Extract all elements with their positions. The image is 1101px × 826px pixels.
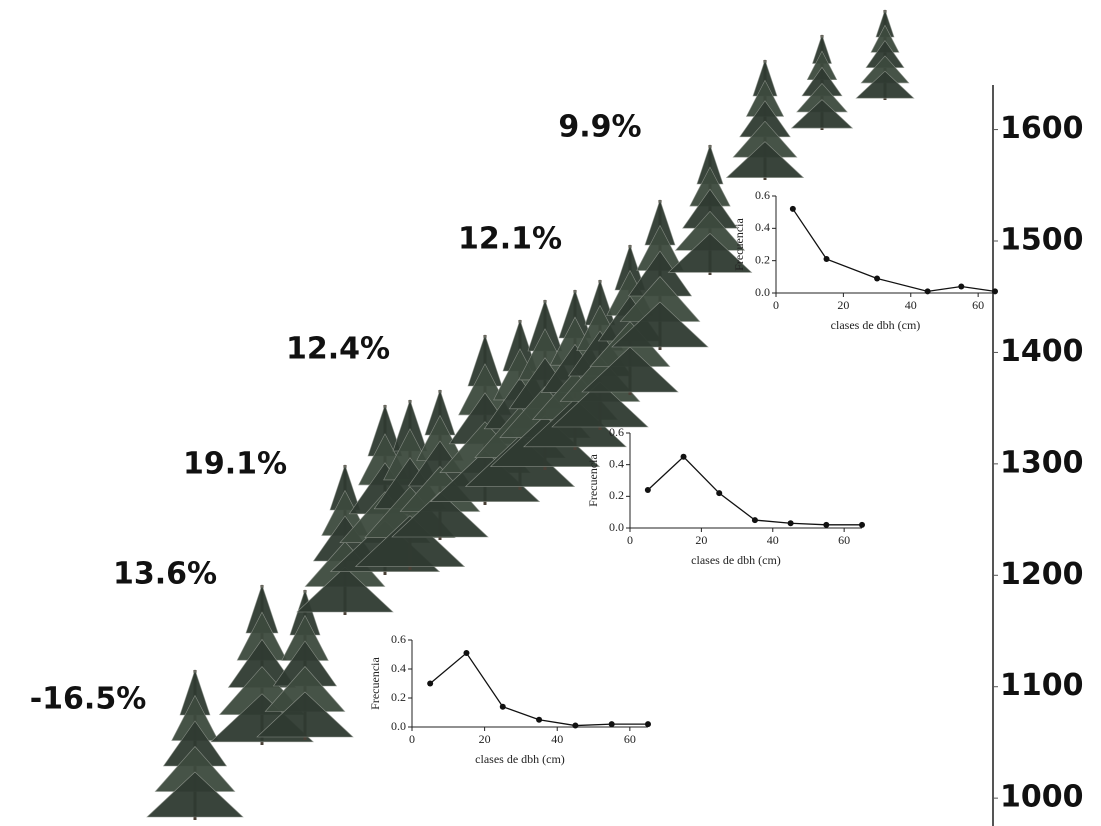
data-point [427, 681, 433, 687]
y-tick-label: 0.0 [391, 719, 406, 733]
percent-label: 12.4% [286, 332, 390, 367]
data-point [752, 517, 758, 523]
y-tick-label: 0.4 [609, 456, 624, 470]
x-tick-label: 0 [773, 298, 779, 312]
x-tick-label: 40 [905, 298, 917, 312]
percent-label: 12.1% [458, 222, 562, 257]
x-axis-label: clases de dbh (cm) [831, 318, 921, 332]
data-point [536, 717, 542, 723]
tree-illustration [147, 10, 914, 820]
elevation-tick-label: 1100 [1000, 668, 1084, 703]
x-axis-label: clases de dbh (cm) [691, 553, 781, 567]
data-point [874, 275, 880, 281]
elevation-tick-label: 1300 [1000, 445, 1084, 480]
elevation-tick-label: 1500 [1000, 223, 1084, 258]
x-tick-label: 40 [551, 732, 563, 746]
data-line [430, 653, 648, 726]
data-point [790, 206, 796, 212]
data-point [859, 522, 865, 528]
elevation-tick-label: 1200 [1000, 557, 1084, 592]
y-tick-label: 0.4 [391, 661, 406, 675]
data-point [925, 288, 931, 294]
data-point [645, 721, 651, 727]
y-axis-label: Frecuencia [586, 454, 600, 507]
elevation-tick-label: 1400 [1000, 334, 1084, 369]
x-tick-label: 20 [837, 298, 849, 312]
y-tick-label: 0.2 [391, 690, 406, 704]
x-axis-label: clases de dbh (cm) [475, 752, 565, 766]
mini-chart: 0.0 0.2 0.4 0.6 0 20 40 60 clases de dbh (cm) Fre… [586, 425, 865, 567]
data-line [793, 209, 995, 291]
y-tick-label: 0.6 [391, 632, 406, 646]
data-point [788, 520, 794, 526]
y-axis-label: Frecuencia [732, 218, 746, 271]
x-tick-label: 20 [479, 732, 491, 746]
elevation-tick-label: 1000 [1000, 780, 1084, 815]
tree-foliage [856, 71, 914, 98]
elevation-tick-label: 1600 [1000, 111, 1084, 146]
x-tick-label: 0 [627, 533, 633, 547]
y-tick-label: 0.6 [755, 188, 770, 202]
percent-label: -16.5% [30, 682, 147, 717]
percent-label: 9.9% [558, 110, 641, 145]
data-point [572, 723, 578, 729]
y-axis-label: Frecuencia [368, 657, 382, 710]
mini-chart: 0.0 0.2 0.4 0.6 0 20 40 60 clases de dbh (cm) Fre… [732, 188, 998, 332]
y-tick-label: 0.2 [609, 488, 624, 502]
tree-foliage [147, 772, 243, 817]
mini-chart: 0.0 0.2 0.4 0.6 0 20 40 60 clases de dbh (cm) Fre… [368, 632, 651, 766]
x-tick-label: 60 [972, 298, 984, 312]
data-line [648, 457, 862, 525]
data-point [609, 721, 615, 727]
percent-label: 19.1% [183, 447, 287, 482]
data-point [463, 650, 469, 656]
y-tick-label: 0.0 [609, 520, 624, 534]
data-point [681, 454, 687, 460]
tree-foliage [727, 142, 804, 178]
data-point [645, 487, 651, 493]
y-tick-label: 0.0 [755, 285, 770, 299]
data-point [824, 256, 830, 262]
x-tick-label: 60 [838, 533, 850, 547]
tree-foliage [297, 567, 393, 612]
x-tick-label: 0 [409, 732, 415, 746]
infographic: 9.9% 12.1% 12.4% 19.1% 13.6% -16.5% 1000 1100 12… [0, 0, 1101, 826]
data-point [823, 522, 829, 528]
data-point [992, 288, 998, 294]
percent-label: 13.6% [113, 557, 217, 592]
x-tick-label: 20 [695, 533, 707, 547]
y-tick-label: 0.6 [609, 425, 624, 439]
data-point [716, 490, 722, 496]
data-point [500, 704, 506, 710]
tree-foliage [792, 100, 853, 129]
data-point [958, 284, 964, 290]
y-tick-label: 0.4 [755, 220, 770, 234]
x-tick-label: 40 [767, 533, 779, 547]
y-tick-label: 0.2 [755, 252, 770, 266]
x-tick-label: 60 [624, 732, 636, 746]
